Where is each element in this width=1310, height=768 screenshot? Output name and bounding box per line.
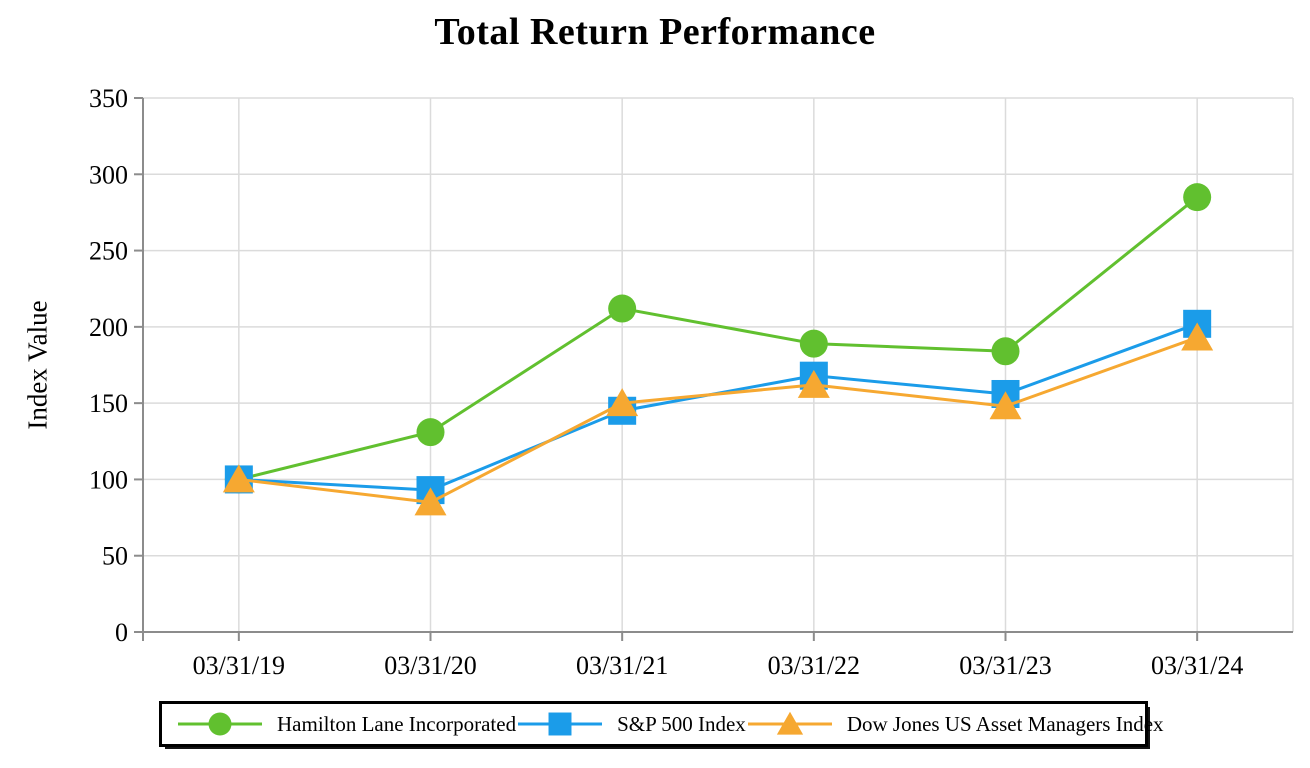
circle-marker-icon: [178, 712, 262, 736]
square-marker-glyph: [548, 712, 572, 736]
series-0-marker: [416, 418, 445, 447]
series-2-marker: [989, 391, 1022, 420]
series-2-marker: [222, 464, 255, 493]
series-0-line: [238, 196, 1199, 481]
square-marker-icon: [518, 712, 603, 736]
legend-item-hamilton-lane-incorporated: Hamilton Lane Incorporated: [176, 707, 516, 741]
series-2-marker: [797, 369, 830, 398]
chart-title: Total Return Performance: [434, 11, 876, 53]
y-tick-label: 150: [89, 389, 128, 418]
legend-item-dow-jones-us-asset-managers-index: Dow Jones US Asset Managers Index: [746, 707, 1164, 741]
triangle-marker-icon: [747, 711, 832, 735]
x-tick-label: 03/31/22: [768, 651, 860, 680]
legend: Hamilton Lane Incorporated S&P 500 Index…: [159, 701, 1164, 747]
series-0-marker: [608, 294, 637, 323]
series-2-line: [238, 336, 1198, 504]
y-tick-label: 200: [89, 313, 128, 342]
series-2-marker: [606, 388, 639, 417]
x-tick-label: 03/31/20: [384, 651, 476, 680]
circle-marker-glyph: [208, 712, 232, 736]
y-tick-label: 50: [102, 542, 128, 571]
series-0-marker: [799, 329, 828, 358]
legend-label: S&P 500 Index: [617, 711, 746, 736]
series-0-marker: [991, 337, 1020, 366]
triangle-marker-glyph: [776, 711, 803, 735]
legend-item-sp-500-index: S&P 500 Index: [516, 707, 746, 741]
x-tick-label: 03/31/24: [1151, 651, 1243, 680]
y-tick-label: 100: [89, 465, 128, 494]
legend-label: Dow Jones US Asset Managers Index: [846, 711, 1164, 736]
series-1-line: [238, 322, 1198, 492]
legend-label: Hamilton Lane Incorporated: [277, 711, 517, 736]
x-tick-label: 03/31/19: [193, 651, 285, 680]
y-tick-label: 350: [89, 84, 128, 113]
y-tick-label: 0: [115, 618, 128, 647]
x-tick-label: 03/31/23: [959, 651, 1051, 680]
series-2-marker: [414, 487, 447, 516]
y-tick-label: 300: [89, 160, 128, 189]
series-2-marker: [1181, 322, 1214, 351]
x-tick-label: 03/31/21: [576, 651, 668, 680]
series-0-marker: [1183, 183, 1212, 212]
y-tick-label: 250: [89, 237, 128, 266]
